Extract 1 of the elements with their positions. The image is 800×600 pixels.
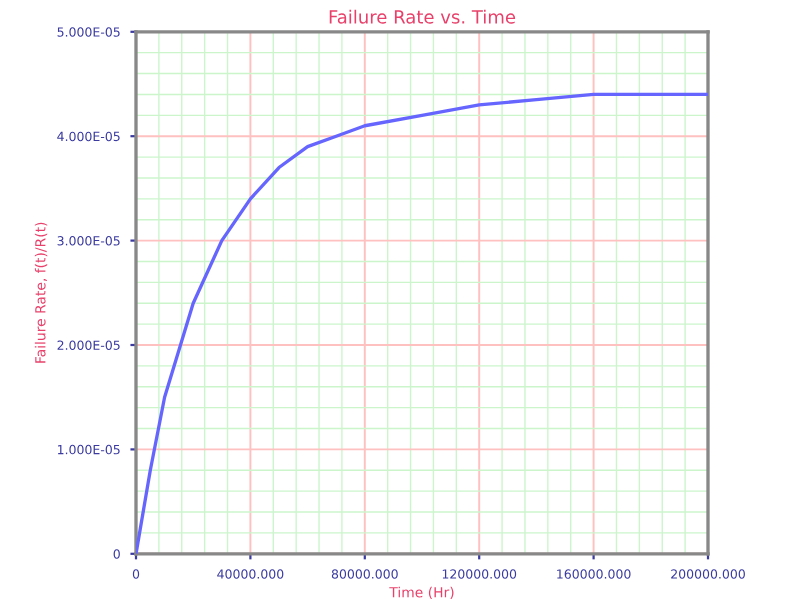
chart-title: Failure Rate vs. Time [329, 9, 516, 24]
